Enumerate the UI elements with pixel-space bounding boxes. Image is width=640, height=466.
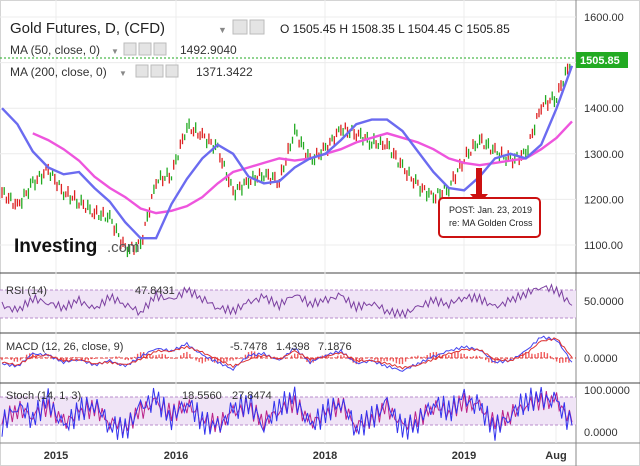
- rsi-value: 47.8431: [135, 285, 175, 297]
- price-tag-value: 1505.85: [580, 55, 620, 67]
- chevron-down-icon[interactable]: ▼: [111, 47, 119, 56]
- price-series: [1, 63, 571, 258]
- time-tick-label: Aug: [545, 450, 566, 462]
- close-icon[interactable]: [153, 42, 167, 56]
- price-tick-label: 1600.00: [584, 12, 624, 24]
- stoch-value-1: 18.5560: [182, 390, 222, 402]
- rsi-pane[interactable]: [1, 283, 573, 319]
- annotation-line-1: POST: Jan. 23, 2019: [449, 205, 532, 215]
- chart-title: Gold Futures, D, (CFD): [10, 20, 165, 37]
- price-tick-label: 1200.00: [584, 194, 624, 206]
- close-icon[interactable]: [165, 64, 179, 78]
- logo-suffix: .com: [107, 239, 140, 256]
- ma200-line: [32, 120, 573, 215]
- indicator-tick-label: 50.0000: [584, 296, 624, 308]
- price-tick-label: 1400.00: [584, 103, 624, 115]
- stoch-value-2: 27.8474: [232, 390, 272, 402]
- stoch-label: Stoch (14, 1, 3): [6, 390, 81, 402]
- stoch-k-line: [1, 386, 573, 441]
- stoch-pane[interactable]: [1, 386, 573, 441]
- time-tick-label: 2016: [164, 450, 188, 462]
- annotation-line-2: re: MA Golden Cross: [449, 218, 533, 228]
- gear-icon[interactable]: [249, 19, 265, 35]
- ma50-label: MA (50, close, 0): [10, 43, 100, 57]
- indicator-tick-label: 0.0000: [584, 427, 618, 439]
- rsi-line: [1, 283, 573, 319]
- price-tick-label: 1100.00: [584, 240, 623, 252]
- annotation-box: [438, 197, 541, 238]
- ma200-value: 1371.3422: [196, 65, 253, 79]
- macd-value-1: -5.7478: [230, 341, 267, 353]
- macd-label: MACD (12, 26, close, 9): [6, 341, 123, 353]
- price-tag-bg: [576, 52, 628, 68]
- chart-header: Gold Futures, D, (CFD) ▼ O 1505.45 H 150…: [10, 19, 510, 79]
- macd-signal-line: [1, 337, 573, 370]
- chevron-down-icon[interactable]: ▼: [218, 25, 227, 35]
- annotation-arrow: [470, 168, 488, 204]
- time-tick-label: 2018: [313, 450, 337, 462]
- rsi-label: RSI (14): [6, 285, 47, 297]
- ohlc-readout: O 1505.45 H 1508.35 L 1504.45 C 1505.85: [280, 22, 510, 36]
- price-tick-label: 1300.00: [584, 149, 624, 161]
- eye-icon[interactable]: [135, 64, 149, 78]
- gear-icon[interactable]: [150, 64, 164, 78]
- golden-cross-annotation: POST: Jan. 23, 2019 re: MA Golden Cross: [438, 168, 541, 238]
- investing-logo: Investing .com: [14, 236, 140, 257]
- eye-icon[interactable]: [123, 42, 137, 56]
- macd-value-3: 7.1876: [318, 341, 352, 353]
- eye-icon[interactable]: [232, 19, 248, 35]
- indicator-tick-label: 0.0000: [584, 353, 618, 365]
- ma50-value: 1492.9040: [180, 43, 237, 57]
- time-tick-label: 2019: [452, 450, 476, 462]
- macd-value-2: 1.4398: [276, 341, 310, 353]
- time-tick-label: 2015: [44, 450, 68, 462]
- title-controls[interactable]: [232, 19, 265, 35]
- time-axis[interactable]: 2015 2016 2018 2019 Aug: [44, 450, 567, 462]
- indicator-axis: 50.0000 0.0000 100.0000 0.0000: [584, 296, 630, 439]
- indicator-tick-label: 100.0000: [584, 385, 630, 397]
- chevron-down-icon[interactable]: ▼: [119, 69, 127, 78]
- gear-icon[interactable]: [138, 42, 152, 56]
- ma200-label: MA (200, close, 0): [10, 65, 107, 79]
- macd-pane[interactable]: [0, 335, 576, 372]
- current-price-tag: 1505.85: [576, 52, 628, 68]
- logo-brand: Investing: [14, 236, 97, 257]
